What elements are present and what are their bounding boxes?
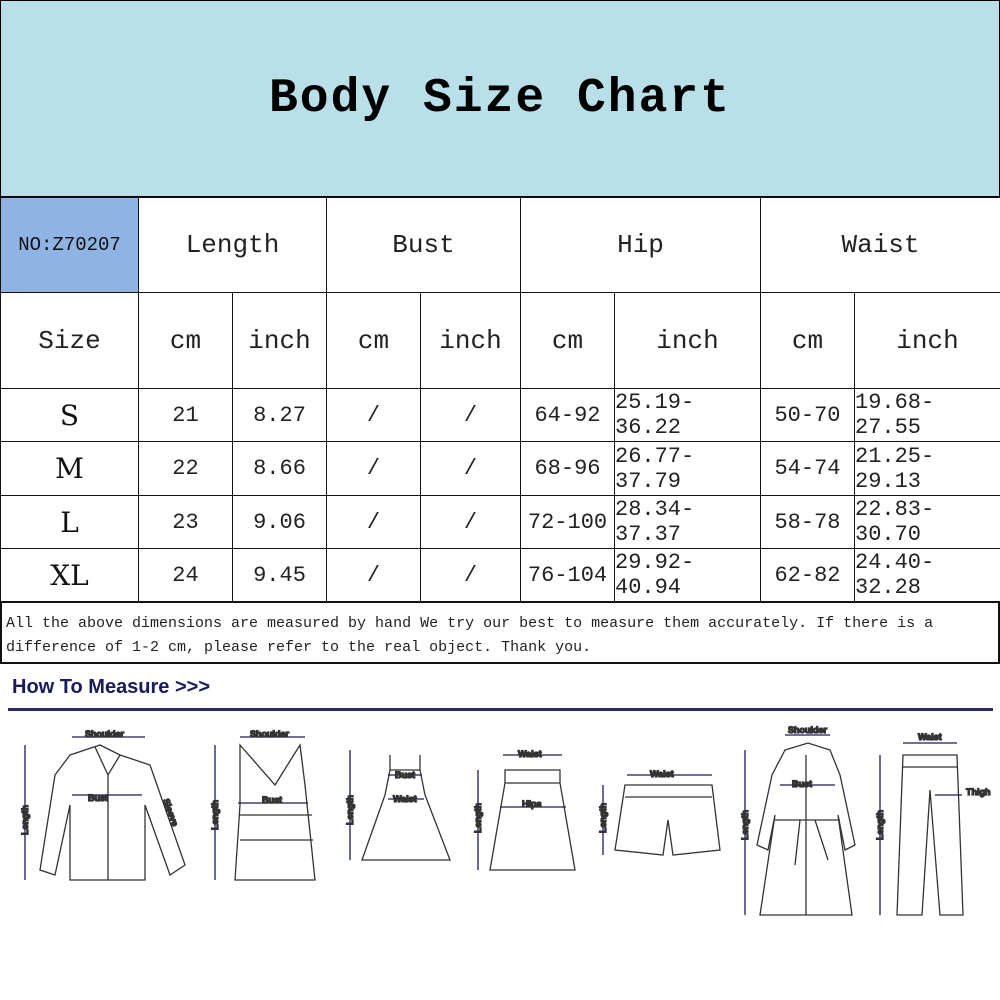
svg-text:Bust: Bust xyxy=(792,779,812,789)
table-cell: 24 xyxy=(138,548,233,602)
table-cell: / xyxy=(326,548,421,602)
table-cell: 21 xyxy=(138,388,233,442)
product-number: NO:Z70207 xyxy=(0,197,139,293)
table-cell: 68-96 xyxy=(520,441,615,496)
size-label: L xyxy=(0,495,139,549)
table-cell: 25.19-36.22 xyxy=(614,388,761,442)
unit-header: cm xyxy=(520,292,615,389)
svg-text:Waist: Waist xyxy=(918,732,942,742)
svg-text:Length: Length xyxy=(740,810,750,840)
table-cell: 76-104 xyxy=(520,548,615,602)
unit-header: cm xyxy=(138,292,233,389)
svg-text:Bust: Bust xyxy=(88,793,108,803)
svg-text:Waist: Waist xyxy=(650,769,674,779)
table-cell: 21.25-29.13 xyxy=(854,441,1000,496)
table-cell: 22.83-30.70 xyxy=(854,495,1000,549)
how-to-measure-heading: How To Measure >>> xyxy=(12,676,211,698)
svg-text:Bust: Bust xyxy=(262,795,282,805)
svg-text:Shoulder: Shoulder xyxy=(788,725,827,735)
header-waist: Waist xyxy=(760,197,1000,293)
unit-header: inch xyxy=(614,292,761,389)
table-cell: 58-78 xyxy=(760,495,855,549)
shirt-illustration: Shoulder Bust Length Sleeve xyxy=(19,728,186,881)
unit-header: inch xyxy=(420,292,521,389)
divider xyxy=(8,708,993,711)
table-cell: / xyxy=(326,495,421,549)
svg-text:Length: Length xyxy=(210,800,220,830)
unit-header: inch xyxy=(232,292,327,389)
table-cell: 62-82 xyxy=(760,548,855,602)
table-cell: / xyxy=(326,441,421,496)
table-cell: 24.40-32.28 xyxy=(854,548,1000,602)
pants-illustration: Waist Thigh Length xyxy=(874,731,991,916)
svg-text:Length: Length xyxy=(473,803,483,833)
svg-text:Shoulder: Shoulder xyxy=(85,729,124,739)
page-title: Body Size Chart xyxy=(0,0,1000,198)
table-cell: 50-70 xyxy=(760,388,855,442)
svg-text:Thigh: Thigh xyxy=(966,787,991,797)
table-cell: / xyxy=(420,548,521,602)
table-cell: 19.68-27.55 xyxy=(854,388,1000,442)
table-cell: 64-92 xyxy=(520,388,615,442)
table-cell: / xyxy=(420,441,521,496)
header-bust: Bust xyxy=(326,197,521,293)
header-size: Size xyxy=(0,292,139,389)
svg-text:Length: Length xyxy=(875,810,885,840)
svg-text:Hips: Hips xyxy=(522,799,542,809)
table-cell: 9.45 xyxy=(232,548,327,602)
svg-text:Length: Length xyxy=(598,803,608,833)
header-length: Length xyxy=(138,197,327,293)
table-cell: 8.27 xyxy=(232,388,327,442)
measure-illustrations: Shoulder Bust Length Sleeve Shoulder Bus… xyxy=(19,724,991,916)
shorts-illustration: Waist Length xyxy=(597,768,721,856)
svg-text:Waist: Waist xyxy=(518,749,542,759)
table-cell: 8.66 xyxy=(232,441,327,496)
svg-text:Length: Length xyxy=(345,795,355,825)
table-cell: 22 xyxy=(138,441,233,496)
size-label: S xyxy=(0,388,139,442)
table-cell: / xyxy=(420,495,521,549)
table-cell: 28.34-37.37 xyxy=(614,495,761,549)
svg-text:Sleeve: Sleeve xyxy=(161,797,180,827)
tank-top-illustration: Shoulder Bust Length xyxy=(209,728,316,881)
coat-illustration: Shoulder Bust Length xyxy=(739,724,856,916)
table-cell: 54-74 xyxy=(760,441,855,496)
unit-header: inch xyxy=(854,292,1000,389)
measurement-note: All the above dimensions are measured by… xyxy=(0,601,1000,664)
size-label: M xyxy=(0,441,139,496)
table-cell: / xyxy=(420,388,521,442)
table-cell: 23 xyxy=(138,495,233,549)
table-cell: / xyxy=(326,388,421,442)
table-cell: 29.92-40.94 xyxy=(614,548,761,602)
svg-text:Waist: Waist xyxy=(393,794,417,804)
dress-illustration: Bust Waist Length xyxy=(344,750,451,861)
header-hip: Hip xyxy=(520,197,761,293)
table-cell: 26.77-37.79 xyxy=(614,441,761,496)
skirt-illustration: Waist Hips Length xyxy=(472,748,576,871)
table-cell: 72-100 xyxy=(520,495,615,549)
size-label: XL xyxy=(0,548,139,602)
unit-header: cm xyxy=(760,292,855,389)
svg-text:Shoulder: Shoulder xyxy=(250,729,289,739)
table-cell: 9.06 xyxy=(232,495,327,549)
svg-text:Length: Length xyxy=(20,805,30,835)
svg-text:Bust: Bust xyxy=(395,770,415,780)
unit-header: cm xyxy=(326,292,421,389)
